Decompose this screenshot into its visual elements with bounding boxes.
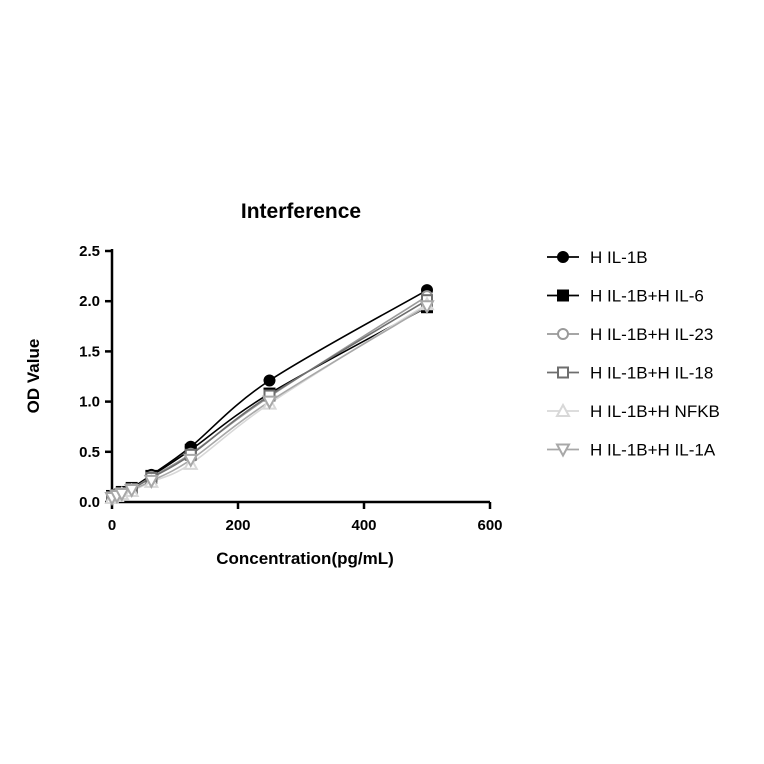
data-point-h-il-1b xyxy=(263,374,276,387)
legend-marker xyxy=(557,366,569,379)
data-point-h-il-1b-h-il-1a xyxy=(124,483,140,499)
chart-title: Interference xyxy=(241,200,361,223)
x-tick-label: 400 xyxy=(351,517,376,534)
data-point-h-il-1b-h-il-1a xyxy=(183,453,199,468)
data-point-h-il-1b-h-il-1a xyxy=(261,395,278,410)
legend-marker xyxy=(555,443,571,458)
x-tick-label: 600 xyxy=(477,517,502,534)
legend-marker xyxy=(557,251,569,263)
y-tick-label: 0.0 xyxy=(79,494,100,511)
legend-label: H IL-1B xyxy=(590,248,648,267)
legend-marker xyxy=(557,289,569,302)
data-point-h-il-1b-h-il-1a xyxy=(419,300,435,315)
data-point-h-il-1b-h-il-1a xyxy=(143,474,160,490)
x-tick-label: 200 xyxy=(225,517,250,534)
legend-label: H IL-1B+H IL-18 xyxy=(590,364,713,383)
legend-marker xyxy=(555,402,571,417)
legend-label: H IL-1B+H IL-1A xyxy=(590,441,716,460)
legend-label: H IL-1B+H IL-23 xyxy=(590,325,713,344)
legend-label: H IL-1B+H NFKB xyxy=(590,402,720,421)
legend-marker xyxy=(557,328,569,340)
y-axis-title: OD Value xyxy=(24,339,43,414)
y-tick-label: 0.5 xyxy=(79,444,100,461)
y-tick-label: 1.5 xyxy=(79,343,100,360)
y-tick-label: 2.0 xyxy=(79,293,100,310)
x-tick-label: 0 xyxy=(108,517,116,534)
y-tick-label: 2.5 xyxy=(79,243,100,260)
axis-ticks: 0 200 400 600 0.0 0.5 1.0 1.5 2.0 2.5 xyxy=(79,243,502,534)
data-points xyxy=(104,284,435,507)
y-tick-label: 1.0 xyxy=(79,394,100,411)
x-axis-title: Concentration(pg/mL) xyxy=(216,549,394,568)
legend-label: H IL-1B+H IL-6 xyxy=(590,287,704,306)
data-point-h-il-1b-h-il-1a xyxy=(114,487,130,503)
legend: H IL-1B H IL-1B+H IL-6 H IL-1B+H IL-23 H IL… xyxy=(547,248,720,460)
